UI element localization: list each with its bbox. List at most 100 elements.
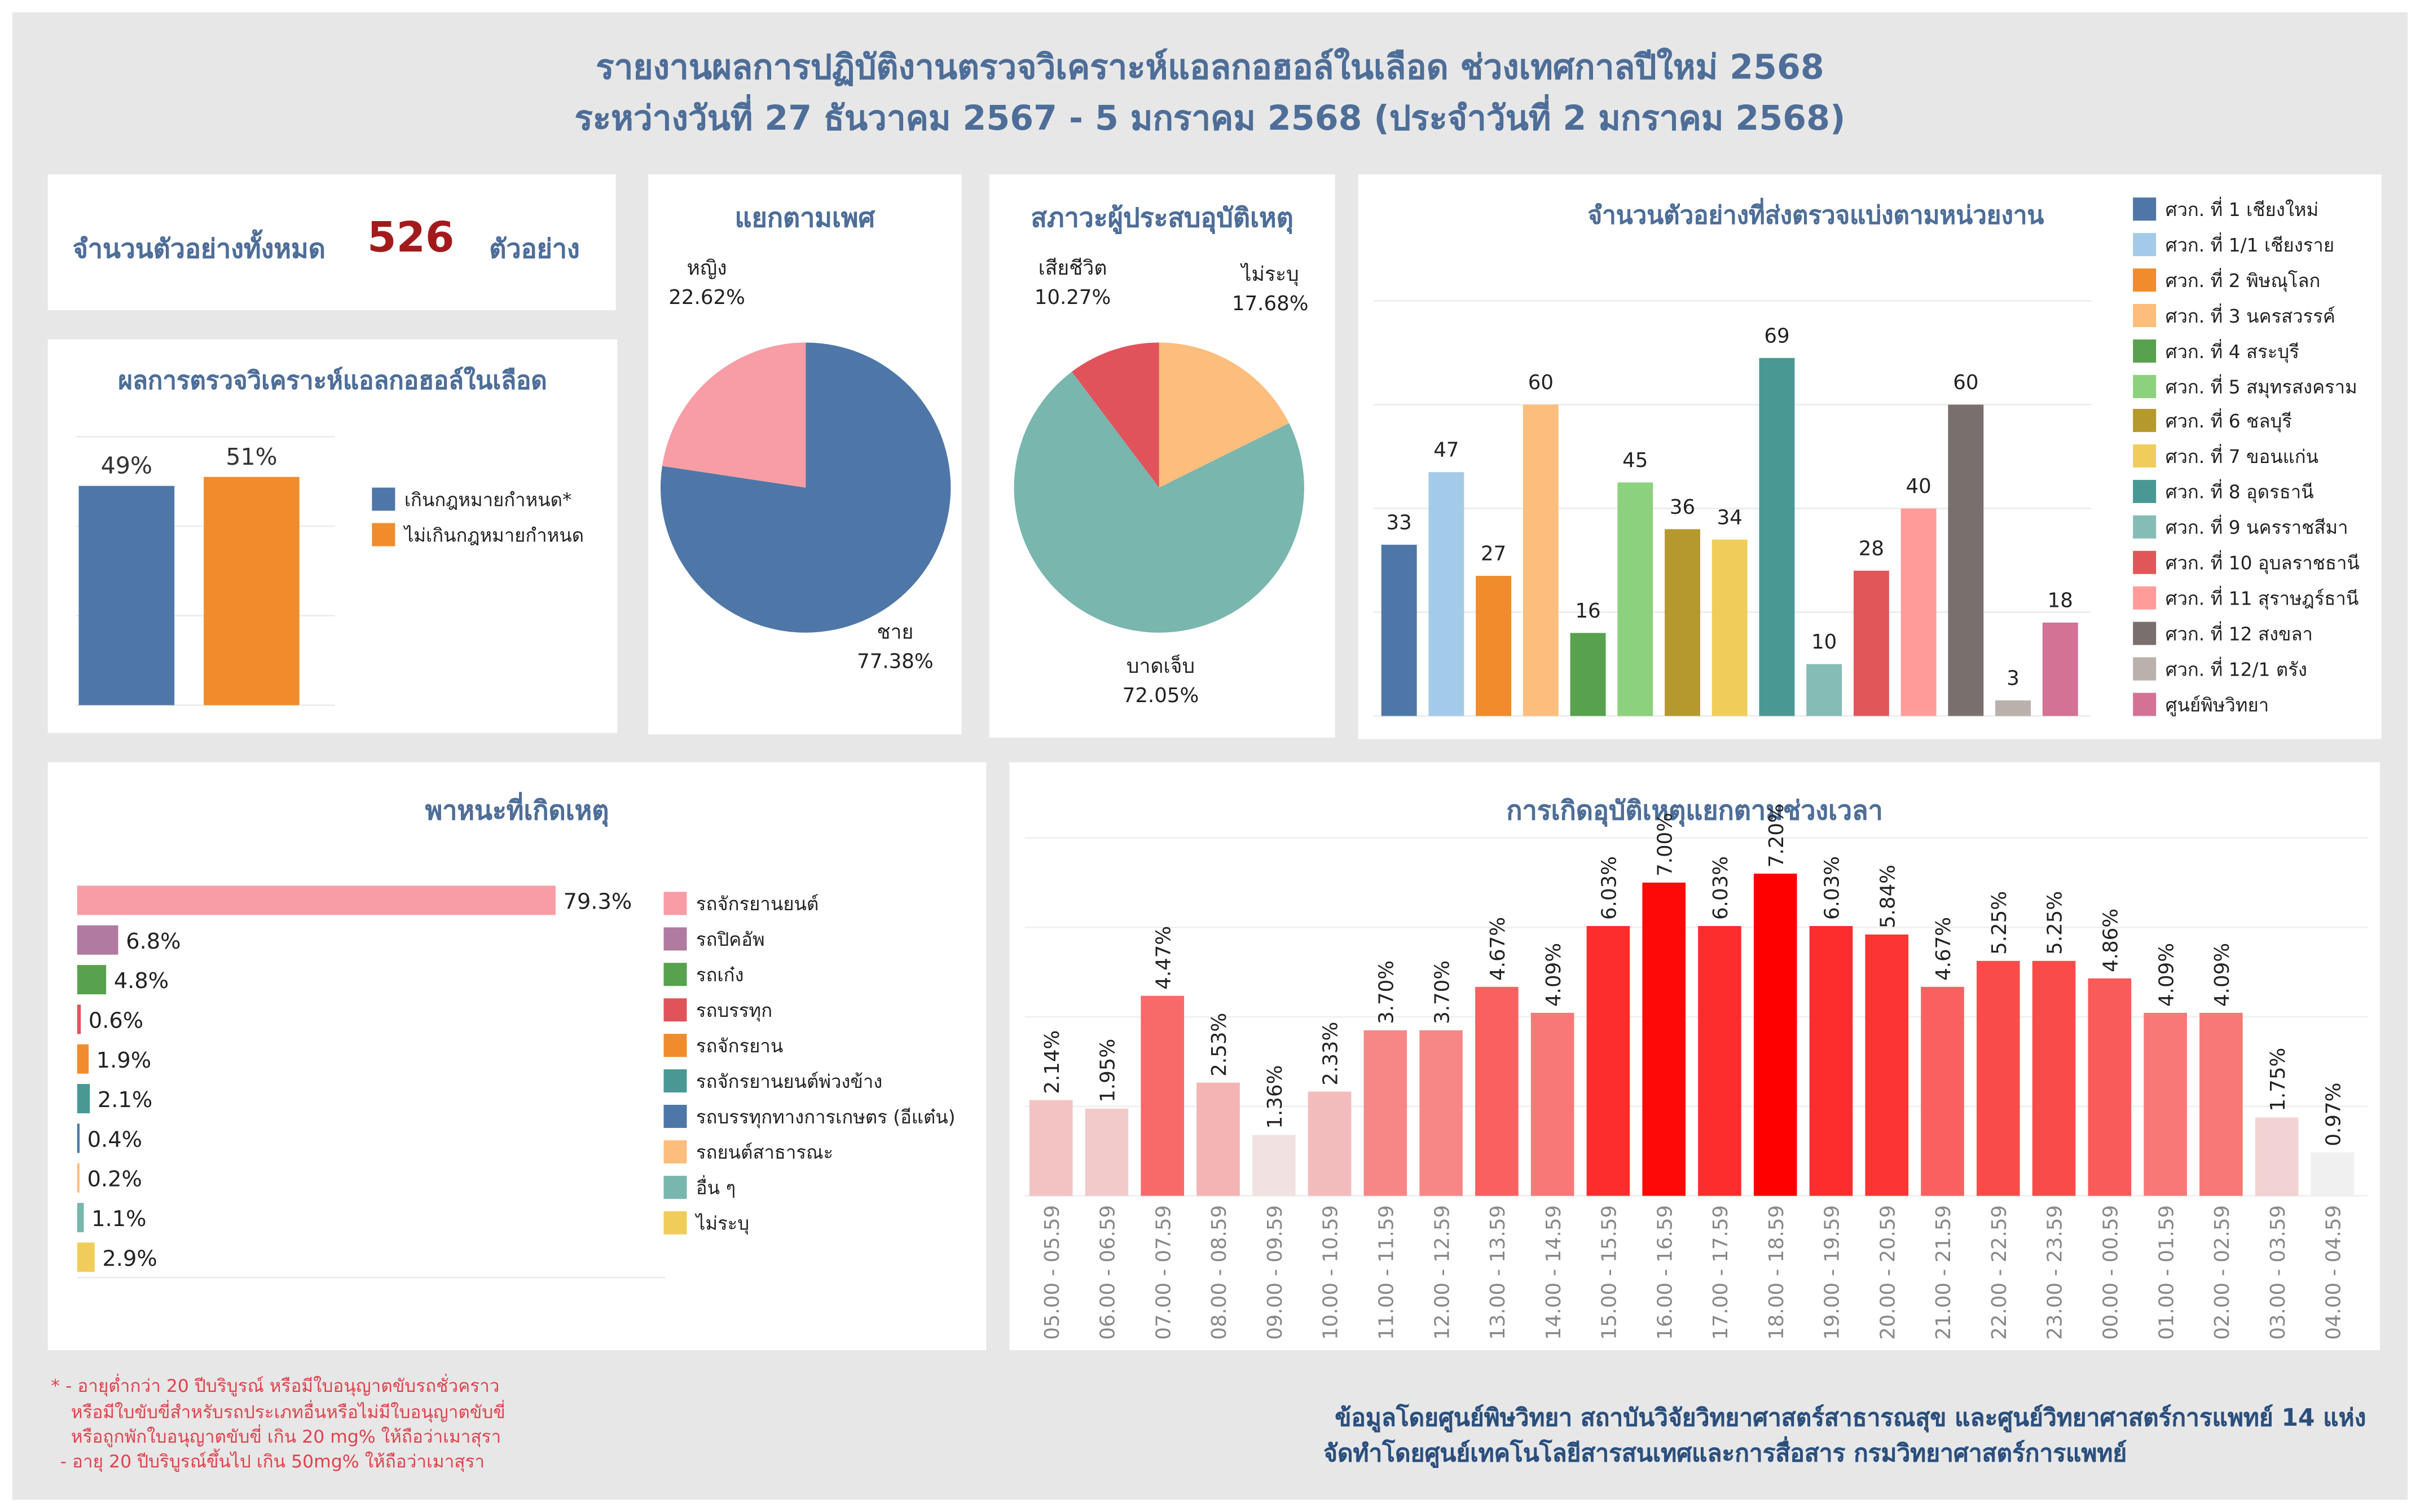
- time-bar-3: [1196, 1082, 1240, 1196]
- time-category-6: 11.00 - 11.59: [1375, 1205, 1398, 1340]
- time-bar-label-3: 2.53%: [1208, 1013, 1231, 1077]
- time-bar-label-23: 0.97%: [2322, 1083, 2346, 1147]
- time-category-8: 13.00 - 13.59: [1486, 1205, 1510, 1340]
- total-samples-unit: ตัวอย่าง: [489, 234, 580, 266]
- alcohol-bar-1: [204, 477, 300, 706]
- units-legend-1-swatch: [2133, 232, 2157, 256]
- units-legend-14-swatch: [2133, 692, 2157, 716]
- units-bar-label-14: 18: [2048, 589, 2073, 612]
- time-bar-label-12: 6.03%: [1709, 856, 1732, 920]
- time-bar-5: [1308, 1091, 1352, 1196]
- time-bar-19: [2088, 978, 2132, 1196]
- credit-line2: จัดทำโดยศูนย์เทคโนโลยีสารสนเทศและการสื่อ…: [1323, 1439, 2127, 1467]
- vehicle-legend-8-swatch: [663, 1175, 687, 1199]
- status-slice-2: [1072, 342, 1159, 488]
- units-legend-6-label: ศวก. ที่ 6 ชลบุรี: [2165, 411, 2292, 433]
- time-bar-10: [1586, 925, 1630, 1196]
- time-category-3: 08.00 - 08.59: [1208, 1205, 1231, 1340]
- units-bar-4: [1570, 633, 1606, 716]
- vehicle-legend-4-label: รถจักรยาน: [696, 1035, 784, 1057]
- time-category-18: 23.00 - 23.59: [2044, 1205, 2067, 1340]
- time-bar-0: [1029, 1100, 1073, 1196]
- note-line2: หรือมีใบขับขี่สำหรับรถประเภทอื่นหรือไม่ม…: [71, 1401, 505, 1423]
- victim-status-panel: สภาวะผู้ประสบอุบัติเหตุ ไม่ระบุ 17.68% บาด…: [989, 174, 1335, 738]
- time-bar-20: [2144, 1012, 2187, 1196]
- time-bar-label-17: 5.25%: [1988, 891, 2011, 955]
- vehicle-bar-3: [77, 1004, 81, 1034]
- time-bar-4: [1252, 1135, 1296, 1196]
- time-bar-label-14: 6.03%: [1821, 856, 1844, 920]
- vehicle-bar-4: [77, 1044, 89, 1074]
- vehicle-bar-5: [77, 1084, 90, 1114]
- units-bar-label-9: 10: [1811, 631, 1837, 654]
- units-bar-label-7: 34: [1717, 506, 1743, 529]
- vehicle-legend-0-label: รถจักรยานยนต์: [696, 893, 819, 915]
- time-bar-label-7: 3.70%: [1431, 960, 1454, 1024]
- gender-panel: แยกตามเพศ ชาย 77.38% หญิง 22.62%: [648, 174, 962, 735]
- vehicle-legend-2-swatch: [663, 963, 687, 986]
- time-category-2: 07.00 - 07.59: [1152, 1205, 1175, 1340]
- note-line1: * - อายุต่ำกว่า 20 ปีบริบูรณ์ หรือมีใบอน…: [51, 1374, 500, 1397]
- status-slice-value-0: 17.68%: [1232, 292, 1309, 315]
- units-legend-4-label: ศวก. ที่ 4 สระบุรี: [2165, 340, 2299, 362]
- units-legend-13-label: ศวก. ที่ 12/1 ตรัง: [2165, 658, 2307, 680]
- total-samples-value: 526: [367, 214, 455, 263]
- time-bar-2: [1141, 995, 1185, 1196]
- gender-slice-1: [662, 342, 806, 488]
- time-category-11: 16.00 - 16.59: [1653, 1205, 1677, 1340]
- units-bar-1: [1428, 472, 1464, 716]
- units-legend-0-label: ศวก. ที่ 1 เชียงใหม่: [2165, 199, 2319, 221]
- vehicle-legend-1-swatch: [663, 927, 687, 951]
- status-slice-1: [1014, 372, 1304, 633]
- time-category-5: 10.00 - 10.59: [1319, 1205, 1343, 1340]
- time-bar-23: [2311, 1152, 2355, 1196]
- vehicle-legend-3-label: รถบรรทุก: [696, 999, 773, 1022]
- main-title-line2: ระหว่างวันที่ 27 ธันวาคม 2567 - 5 มกราคม…: [574, 100, 1846, 139]
- vehicle-bar-label-8: 1.1%: [91, 1206, 146, 1232]
- units-bar-6: [1665, 529, 1700, 716]
- units-legend-5-swatch: [2133, 374, 2157, 398]
- vehicle-bar-6: [77, 1123, 80, 1153]
- units-legend-10-swatch: [2133, 550, 2157, 574]
- time-category-7: 12.00 - 12.59: [1431, 1205, 1454, 1340]
- time-bar-label-5: 2.33%: [1319, 1022, 1343, 1086]
- time-category-13: 18.00 - 18.59: [1765, 1205, 1788, 1340]
- time-bar-chart: 2.14% 05.00 - 05.59 1.95% 06.00 - 06.59 4.47…: [1024, 804, 2368, 1340]
- units-legend-3-label: ศวก. ที่ 3 นครสวรรค์: [2165, 305, 2335, 327]
- units-bar-11: [1900, 508, 1937, 716]
- time-bar-7: [1419, 1030, 1463, 1196]
- time-bar-label-15: 5.84%: [1876, 865, 1899, 928]
- units-panel: จำนวนตัวอย่างที่ส่งตรวจแบ่งตามหน่วยงาน 3…: [1358, 174, 2382, 739]
- vehicle-legend-5-label: รถจักรยานยนต์พ่วงข้าง: [696, 1070, 883, 1093]
- time-bar-14: [1809, 925, 1853, 1196]
- units-legend-13-swatch: [2133, 656, 2157, 680]
- units-legend-7-label: ศวก. ที่ 7 ขอนแก่น: [2165, 446, 2319, 468]
- alcohol-bar-label-1: 51%: [226, 443, 277, 470]
- units-legend-9-swatch: [2133, 515, 2157, 539]
- units-legend-14-label: ศูนย์พิษวิทยา: [2165, 694, 2269, 716]
- units-legend-10-label: ศวก. ที่ 10 อุบลราชธานี: [2165, 552, 2360, 574]
- time-bar-label-22: 1.75%: [2267, 1048, 2290, 1112]
- time-bar-label-19: 4.86%: [2100, 909, 2123, 972]
- vehicle-hbar-chart: 79.3% 6.8% 4.8% 0.6% 1.9% 2.1% 0.4% 0.2% 1.1% 2.9…: [77, 885, 666, 1279]
- units-legend-6-swatch: [2133, 409, 2157, 433]
- time-bar-label-4: 1.36%: [1264, 1065, 1287, 1129]
- time-category-1: 06.00 - 06.59: [1097, 1205, 1120, 1340]
- units-bar-12: [1948, 404, 1984, 716]
- vehicle-legend-6-swatch: [663, 1104, 687, 1129]
- time-category-22: 03.00 - 03.59: [2267, 1205, 2290, 1340]
- time-category-23: 04.00 - 04.59: [2322, 1205, 2346, 1340]
- gender-slice-0: [661, 342, 951, 633]
- vehicle-legend-9-swatch: [663, 1211, 687, 1235]
- units-bar-2: [1476, 576, 1512, 716]
- time-bar-label-21: 4.09%: [2211, 943, 2234, 1007]
- vehicle-legend-5-swatch: [663, 1069, 687, 1093]
- total-samples-label: จำนวนตัวอย่างทั้งหมด: [72, 234, 325, 266]
- vehicle-legend-3-swatch: [663, 998, 687, 1022]
- time-bar-21: [2199, 1012, 2243, 1196]
- credit-line1: ข้อมูลโดยศูนย์พิษวิทยา สถาบันวิจัยวิทยาศ…: [1335, 1404, 2366, 1432]
- units-legend-7-swatch: [2133, 444, 2157, 468]
- vehicle-legend-7-label: รถยนต์สาธารณะ: [696, 1141, 834, 1163]
- units-bar-label-0: 33: [1387, 512, 1412, 535]
